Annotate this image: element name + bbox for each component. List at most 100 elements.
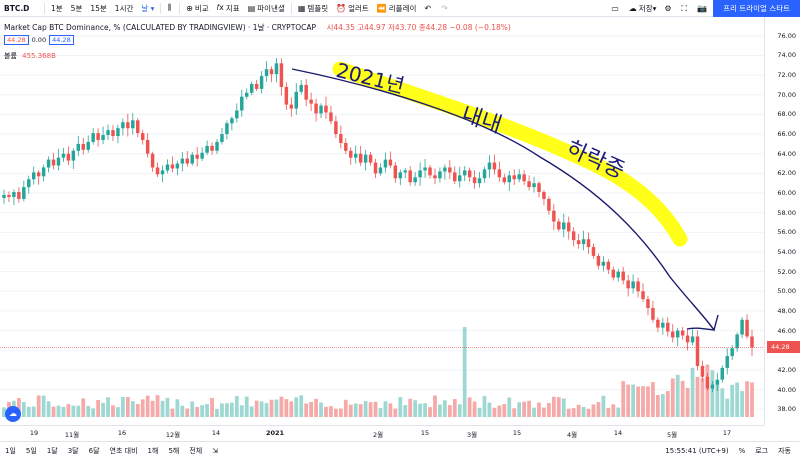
free-trial-button[interactable]: 프리 트라이얼 스타트 (713, 0, 800, 17)
candle-body (180, 158, 185, 164)
volume-bar (91, 408, 96, 417)
range-5y[interactable]: 5해 (168, 446, 180, 455)
auto-toggle[interactable]: 자동 (778, 447, 791, 455)
candle-body (205, 145, 209, 153)
gear-icon: ⚙ (664, 4, 672, 13)
price-tick-label: 56.00 (777, 228, 796, 237)
volume-bar (111, 405, 115, 417)
candle-body (651, 307, 655, 320)
range-3m[interactable]: 3달 (67, 446, 79, 455)
range-1y[interactable]: 1해 (147, 446, 159, 455)
volume-bar (680, 380, 685, 417)
candle-body (675, 330, 680, 338)
time-tick-label: 14 (211, 429, 221, 437)
candle-body (363, 154, 368, 163)
time-tick-label: 16 (117, 429, 127, 437)
volume-bar (304, 403, 309, 417)
price-tick-label: 50.00 (777, 287, 796, 296)
volume-bar (378, 408, 383, 417)
volume-bar (363, 401, 368, 417)
candle-body (12, 192, 16, 197)
log-toggle[interactable]: 로그 (755, 447, 769, 455)
percent-toggle[interactable]: % (738, 447, 746, 455)
candle-body (562, 222, 566, 230)
fullscreen-button[interactable]: ⛶ (678, 0, 694, 17)
indicators-button[interactable]: 𝑓x 지표 (216, 3, 240, 13)
replay-button[interactable]: ⏪ 리플레이 (376, 3, 417, 13)
price-chart[interactable] (0, 17, 764, 425)
volume-bar (616, 407, 621, 417)
candle-body (428, 167, 432, 176)
range-ytd[interactable]: 연초 대비 (109, 446, 138, 455)
volume-bar (512, 408, 517, 417)
interval-1m[interactable]: 1분 (51, 3, 63, 13)
volume-bar (264, 403, 269, 417)
candle-body (745, 319, 749, 337)
volume-bar (542, 407, 546, 417)
price-axis[interactable]: 76.00 74.00 72.00 70.00 68.00 66.00 64.00 62.00… (764, 17, 800, 425)
volume-bar (140, 399, 145, 417)
volume-bar (205, 404, 209, 417)
candle-body (175, 163, 180, 169)
volume-bar (348, 404, 353, 417)
chart-type-button[interactable]: ⫼ (163, 0, 177, 17)
volume-bar (76, 405, 81, 417)
candle-body (636, 281, 640, 292)
goto-date-icon[interactable]: ⇲ (212, 446, 219, 455)
symbol-search[interactable]: BTC.D (4, 3, 30, 13)
candle-body (532, 183, 536, 188)
volume-bar (353, 403, 358, 417)
interval-5m[interactable]: 5분 (70, 3, 83, 13)
settings-button[interactable]: ⚙ (660, 0, 677, 17)
layout-button[interactable]: ▭ (607, 0, 625, 17)
alert-button[interactable]: ⏰ 얼러트 (336, 3, 369, 13)
candle-body (31, 172, 36, 180)
volume-bar (695, 376, 700, 417)
interval-1h[interactable]: 1시간 (114, 3, 134, 13)
range-1m[interactable]: 1달 (46, 446, 58, 455)
save-button[interactable]: ☁ 저장 ▾ (628, 4, 657, 13)
candle-body (621, 271, 625, 281)
price-tick-label: 38.00 (777, 405, 796, 414)
volume-bar (190, 401, 195, 417)
volume-bar (16, 398, 21, 417)
candle-body (467, 170, 472, 178)
candle-body (264, 69, 269, 77)
candle-body (527, 181, 531, 188)
candle-body (249, 83, 254, 93)
rewind-icon: ⏪ (376, 3, 387, 13)
interval-15m[interactable]: 15분 (90, 3, 107, 13)
interval-dropdown-icon[interactable]: 날 ▾ (141, 3, 155, 13)
undo-button[interactable]: ↶ (420, 0, 437, 17)
volume-bar (125, 396, 130, 417)
candle-body (710, 384, 715, 389)
range-6m[interactable]: 6달 (88, 446, 100, 455)
buy-price-box[interactable]: 44.28 (49, 35, 74, 45)
redo-button[interactable]: ↷ (437, 0, 454, 17)
candle-body (393, 165, 398, 179)
candle-body (22, 187, 26, 199)
volume-bar (343, 399, 348, 417)
snapshot-button[interactable]: 📷 (693, 0, 713, 17)
volume-bar (556, 397, 561, 417)
range-1d[interactable]: 1일 (5, 446, 16, 455)
volume-bar (720, 388, 725, 417)
tradingview-logo-icon[interactable]: ☁ (5, 406, 21, 422)
sell-price-box[interactable]: 44.28 (4, 35, 29, 45)
volume-bar (745, 381, 749, 417)
range-5d[interactable]: 5일 (25, 446, 37, 455)
clock[interactable]: 15:55:41 (UTC+9) (665, 447, 729, 455)
range-all[interactable]: 전체 (189, 446, 203, 455)
volume-bar (571, 408, 576, 417)
candle-body (591, 247, 596, 256)
compare-button[interactable]: ⊕ 비교 (186, 3, 209, 13)
volume-bar (641, 386, 645, 417)
templates-button[interactable]: ▦ 템플릿 (297, 3, 329, 13)
financials-button[interactable]: ▤ 파이낸셜 (247, 3, 285, 13)
volume-bar (388, 403, 393, 417)
time-axis[interactable]: 19 11월 16 12월 14 2021 2월 15 3월 15 4월 14 5월 17 (0, 425, 764, 439)
candle-body (492, 162, 497, 170)
volume-bar (596, 402, 601, 417)
candle-body (81, 143, 85, 150)
volume-bar (482, 396, 487, 417)
